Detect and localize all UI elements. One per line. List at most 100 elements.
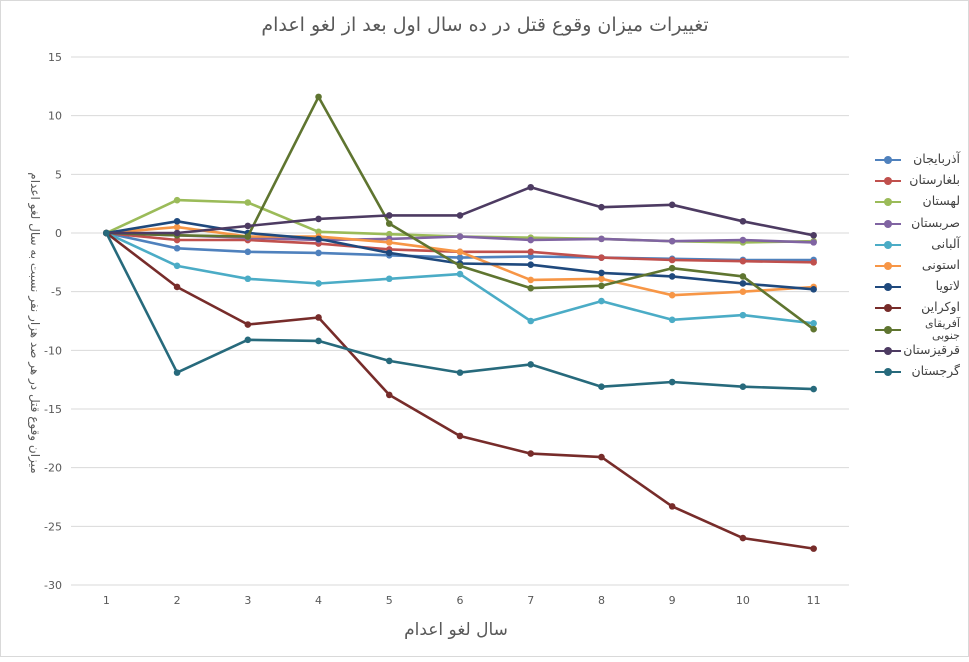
data-point: [810, 239, 817, 246]
x-tick-label: 4: [315, 594, 322, 607]
data-point: [810, 325, 817, 333]
data-point: [456, 248, 464, 256]
x-tick-labels: 1 2 3 4 5 6 7 8 9 10 11: [103, 594, 821, 607]
legend-label: لاتویا: [935, 278, 960, 294]
data-point: [739, 217, 747, 225]
data-point: [315, 235, 322, 243]
data-point: [810, 232, 817, 239]
y-tick-label: -15: [44, 403, 62, 416]
legend-item: آفریقای جنوبی: [869, 316, 964, 342]
data-point: [598, 282, 605, 290]
y-tick-label: 0: [55, 227, 62, 240]
data-point: [315, 249, 322, 257]
data-point: [598, 275, 605, 283]
legend-marker: [884, 177, 892, 186]
legend-item: لهستان: [869, 193, 964, 214]
data-point: [456, 262, 464, 270]
y-tick-label: 10: [48, 110, 62, 123]
legend-marker: [884, 156, 892, 164]
data-point: [456, 369, 464, 376]
legend-label: آلبانی: [931, 235, 960, 251]
data-point: [527, 248, 535, 256]
legend: آذربایجان بلغارستان لهستان صربستان آلبانی است…: [869, 151, 964, 384]
data-point: [173, 223, 181, 231]
y-tick-label: -30: [44, 579, 62, 592]
data-point: [315, 93, 322, 101]
y-tick-label: -5: [51, 286, 62, 299]
legend-marker: [884, 240, 892, 249]
legend-marker: [884, 198, 892, 207]
series-lines: [103, 93, 817, 552]
x-tick-label: 7: [527, 594, 534, 607]
series-10: [103, 183, 817, 239]
x-tick-label: 10: [736, 594, 750, 607]
data-point: [244, 233, 252, 240]
legend-item: آلبانی: [869, 236, 964, 257]
legend-marker: [884, 261, 892, 270]
data-point: [739, 236, 747, 244]
y-tick-label: -20: [44, 462, 62, 475]
series-9: [103, 93, 817, 333]
data-point: [598, 235, 605, 243]
data-point: [527, 361, 535, 368]
series-5: [103, 229, 817, 327]
data-point: [315, 215, 322, 223]
data-point: [244, 336, 252, 344]
data-point: [173, 236, 181, 244]
data-point: [385, 357, 393, 365]
data-point: [527, 261, 535, 268]
legend-marker: [884, 367, 892, 376]
data-point: [739, 273, 747, 280]
data-point: [456, 432, 464, 440]
data-point: [598, 297, 605, 305]
data-point: [103, 229, 110, 237]
data-point: [598, 254, 605, 261]
legend-label: آفریقای جنوبی: [925, 316, 960, 342]
legend-marker: [884, 219, 892, 228]
data-point: [527, 236, 535, 244]
data-point: [315, 280, 322, 287]
data-point: [244, 275, 252, 283]
data-point: [810, 320, 817, 327]
legend-marker: [884, 325, 892, 334]
y-tick-label: 15: [48, 51, 62, 64]
data-point: [739, 280, 747, 287]
data-point: [244, 199, 252, 206]
legend-label: آذربایجان: [913, 151, 960, 166]
chart-title: تغییرات میزان وقوع قتل در ده سال اول بعد…: [261, 14, 708, 36]
x-tick-label: 2: [174, 594, 181, 607]
data-point: [739, 257, 747, 265]
y-axis-label: میزان وقوع قتل در هر صد هزار نفر نسبت به…: [27, 172, 42, 473]
data-point: [385, 249, 393, 257]
data-point: [173, 244, 181, 252]
data-point: [244, 222, 252, 230]
data-point: [810, 259, 817, 266]
data-point: [668, 201, 676, 209]
data-point: [668, 256, 676, 264]
data-point: [173, 217, 181, 225]
gridlines: [71, 56, 849, 586]
data-point: [315, 337, 322, 345]
series-11: [103, 229, 817, 393]
data-point: [598, 453, 605, 461]
data-point: [456, 233, 464, 240]
legend-label: اوکراین: [921, 299, 960, 315]
data-point: [598, 269, 605, 277]
data-point: [385, 391, 393, 399]
legend-marker: [884, 346, 892, 355]
legend-label: بلغارستان: [909, 172, 960, 188]
data-point: [668, 316, 676, 324]
data-point: [385, 212, 393, 219]
legend-marker: [884, 304, 892, 313]
data-point: [810, 385, 817, 393]
y-tick-label: -25: [44, 520, 62, 533]
data-point: [668, 273, 676, 280]
legend-item: صربستان: [869, 215, 964, 236]
data-point: [173, 262, 181, 270]
x-tick-label: 3: [244, 594, 251, 607]
legend-item: بلغارستان: [869, 172, 964, 193]
data-point: [668, 237, 676, 245]
data-point: [739, 383, 747, 391]
